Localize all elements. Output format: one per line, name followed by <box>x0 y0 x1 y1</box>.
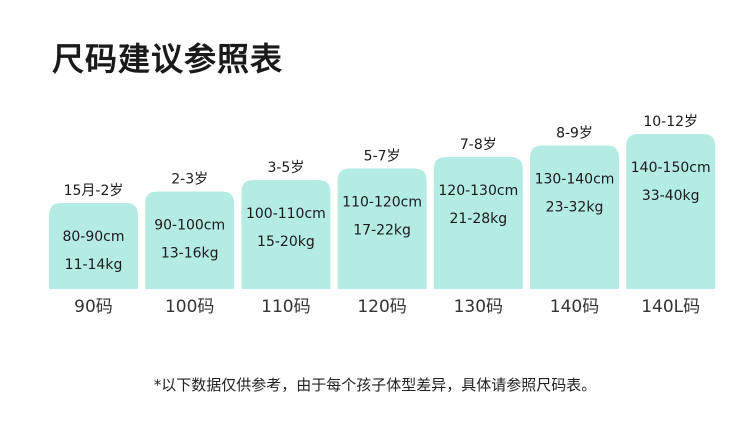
size-bar <box>337 168 427 289</box>
size-bar <box>145 191 235 289</box>
height-label: 90-100cm <box>154 218 225 234</box>
footnote: *以下数据仅供参考，由于每个孩子体型差异，具体请参照尺码表。 <box>153 376 597 394</box>
size-label: 100码 <box>165 297 214 317</box>
height-label: 130-140cm <box>535 172 615 188</box>
size-label: 90码 <box>74 297 113 317</box>
size-label: 110码 <box>261 297 310 317</box>
page-title: 尺码建议参照表 <box>52 40 284 78</box>
height-label: 140-150cm <box>631 160 711 176</box>
size-bar <box>241 180 331 289</box>
size-label: 120码 <box>357 297 406 317</box>
age-label: 10-12岁 <box>643 114 698 130</box>
height-label: 110-120cm <box>342 195 422 211</box>
size-bar <box>530 145 619 289</box>
age-label: 2-3岁 <box>171 172 208 188</box>
age-label: 8-9岁 <box>556 126 593 142</box>
weight-label: 17-22kg <box>353 223 411 239</box>
size-label: 140码 <box>550 297 599 317</box>
age-label: 5-7岁 <box>364 149 401 165</box>
size-label: 130码 <box>454 297 503 317</box>
weight-label: 13-16kg <box>161 246 219 262</box>
height-label: 80-90cm <box>62 229 124 245</box>
weight-label: 15-20kg <box>257 234 315 250</box>
weight-label: 33-40kg <box>642 188 700 204</box>
size-label: 140L码 <box>641 297 700 317</box>
age-label: 3-5岁 <box>267 160 304 176</box>
size-bar <box>433 157 523 289</box>
size-bar <box>626 134 716 289</box>
weight-label: 11-14kg <box>65 257 123 273</box>
age-label: 15月-2岁 <box>64 183 124 199</box>
size-bar <box>49 203 138 289</box>
weight-label: 23-32kg <box>546 200 604 216</box>
height-label: 120-130cm <box>438 183 518 199</box>
weight-label: 21-28kg <box>449 211 507 227</box>
age-label: 7-8岁 <box>460 137 497 153</box>
height-label: 100-110cm <box>246 206 326 222</box>
